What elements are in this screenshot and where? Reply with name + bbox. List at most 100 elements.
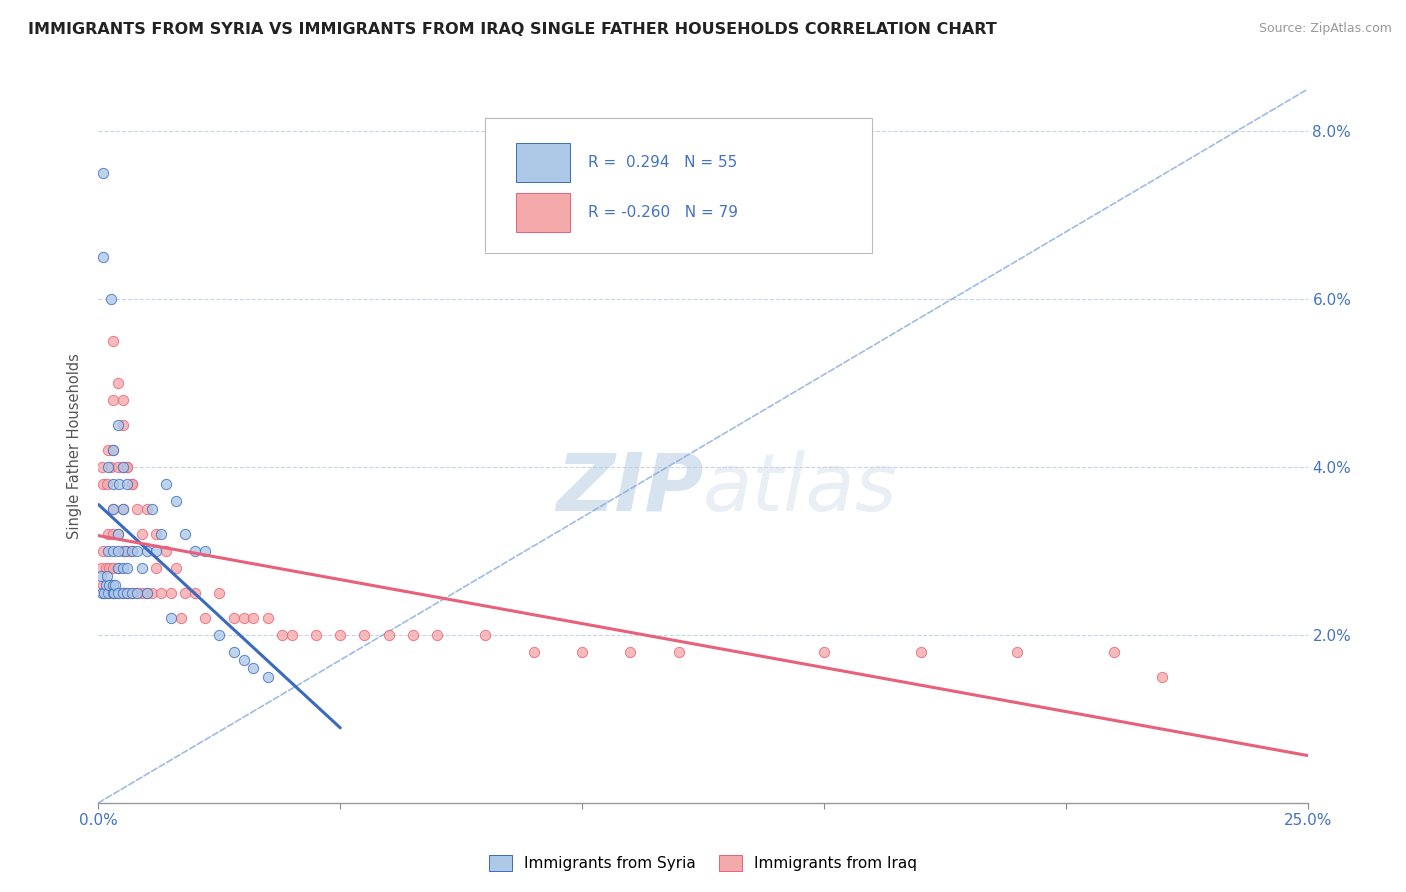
Point (402, 628, 425, 642)
Point (155, 476, 177, 491)
Point (94, 577, 117, 591)
Point (571, 645, 593, 659)
Point (97, 586, 120, 600)
Point (114, 544, 136, 558)
Point (474, 628, 496, 642)
Text: atlas: atlas (703, 450, 898, 528)
Point (232, 653, 254, 667)
Point (150, 586, 173, 600)
Point (91, 476, 114, 491)
Point (1152, 670, 1174, 684)
Point (145, 560, 167, 574)
Y-axis label: Single Father Households: Single Father Households (67, 353, 83, 539)
Point (256, 670, 278, 684)
Point (121, 586, 143, 600)
FancyBboxPatch shape (516, 193, 569, 232)
Point (117, 460, 139, 475)
Point (101, 560, 124, 574)
Point (117, 476, 139, 491)
Point (145, 544, 167, 558)
Point (111, 417, 134, 432)
Point (101, 586, 124, 600)
Legend: Immigrants from Syria, Immigrants from Iraq: Immigrants from Syria, Immigrants from I… (482, 849, 924, 877)
Point (91, 577, 114, 591)
Point (104, 577, 127, 591)
Point (111, 544, 134, 558)
Point (111, 502, 134, 516)
Point (121, 476, 143, 491)
Point (96, 569, 118, 583)
Point (107, 560, 129, 574)
Point (127, 502, 149, 516)
Point (222, 645, 245, 659)
Point (97, 544, 120, 558)
Point (107, 460, 129, 475)
Point (101, 544, 124, 558)
Point (117, 586, 139, 600)
Point (98, 577, 121, 591)
Text: Source: ZipAtlas.com: Source: ZipAtlas.com (1258, 22, 1392, 36)
Point (101, 392, 124, 407)
FancyBboxPatch shape (485, 118, 872, 253)
Point (91, 250, 114, 264)
Point (107, 476, 129, 491)
Point (523, 645, 546, 659)
Point (117, 544, 139, 558)
Point (426, 628, 449, 642)
Point (98, 560, 121, 574)
Point (1007, 645, 1029, 659)
Point (194, 611, 217, 625)
Point (174, 527, 197, 541)
Point (271, 628, 294, 642)
Point (100, 460, 122, 475)
Point (111, 392, 134, 407)
Point (242, 611, 264, 625)
Point (184, 544, 207, 558)
Text: R = -0.260   N = 79: R = -0.260 N = 79 (588, 205, 738, 219)
Point (135, 544, 157, 558)
Point (813, 645, 835, 659)
Point (619, 645, 641, 659)
Point (135, 586, 157, 600)
Point (97, 527, 120, 541)
Point (184, 586, 207, 600)
Point (97, 460, 120, 475)
Point (91, 166, 114, 180)
Point (111, 460, 134, 475)
Point (194, 544, 217, 558)
Point (121, 544, 143, 558)
Point (1102, 645, 1125, 659)
Point (96, 476, 118, 491)
Point (141, 586, 163, 600)
Point (174, 586, 197, 600)
Text: IMMIGRANTS FROM SYRIA VS IMMIGRANTS FROM IRAQ SINGLE FATHER HOUSEHOLDS CORRELATI: IMMIGRANTS FROM SYRIA VS IMMIGRANTS FROM… (28, 22, 997, 37)
Point (127, 544, 149, 558)
Point (329, 628, 352, 642)
Point (107, 544, 129, 558)
Point (160, 586, 183, 600)
Point (101, 527, 124, 541)
Point (208, 628, 231, 642)
Point (305, 628, 328, 642)
Point (107, 527, 129, 541)
Point (281, 628, 304, 642)
Point (165, 560, 187, 574)
Point (353, 628, 375, 642)
Point (145, 527, 167, 541)
Point (127, 586, 149, 600)
Point (121, 586, 143, 600)
Point (155, 544, 177, 558)
Point (117, 586, 139, 600)
Point (101, 443, 124, 458)
Point (121, 476, 143, 491)
Point (91, 460, 114, 475)
Point (169, 611, 191, 625)
Point (101, 577, 124, 591)
Point (93, 586, 115, 600)
Point (90, 560, 112, 574)
Point (208, 586, 231, 600)
Point (91, 586, 114, 600)
Point (107, 586, 129, 600)
Point (117, 560, 139, 574)
Point (135, 586, 157, 600)
